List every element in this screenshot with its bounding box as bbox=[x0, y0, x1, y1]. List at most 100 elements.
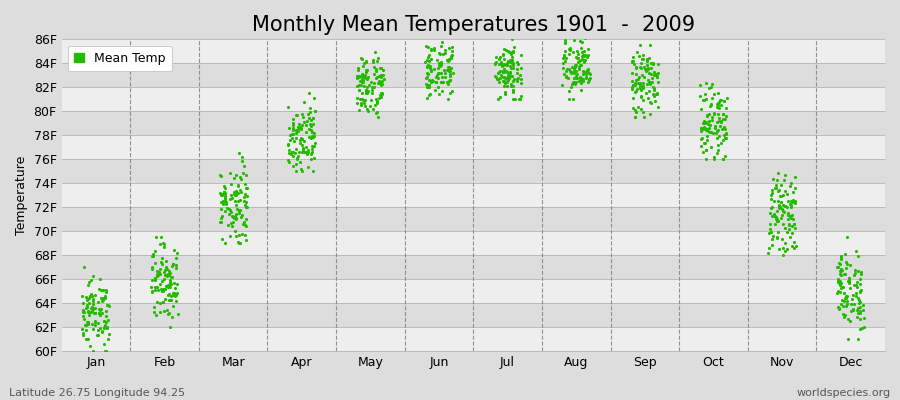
Point bbox=[627, 107, 642, 114]
Point bbox=[96, 325, 111, 331]
Point bbox=[651, 61, 665, 67]
Point bbox=[577, 48, 591, 54]
Y-axis label: Temperature: Temperature bbox=[15, 156, 28, 235]
Point bbox=[834, 254, 849, 260]
Bar bbox=[61, 135, 885, 159]
Point bbox=[569, 30, 583, 37]
Point bbox=[649, 71, 663, 78]
Point bbox=[231, 210, 246, 216]
Point bbox=[286, 116, 301, 122]
Point bbox=[634, 106, 648, 112]
Point bbox=[762, 230, 777, 236]
Point bbox=[847, 272, 861, 278]
Point bbox=[703, 144, 717, 150]
Point bbox=[442, 56, 456, 63]
Point bbox=[837, 290, 851, 297]
Point bbox=[719, 131, 733, 137]
Point bbox=[771, 205, 786, 212]
Point bbox=[563, 70, 578, 76]
Point bbox=[711, 90, 725, 96]
Point bbox=[842, 275, 856, 282]
Point bbox=[214, 206, 229, 212]
Point bbox=[293, 126, 308, 132]
Point bbox=[443, 90, 457, 96]
Point bbox=[634, 59, 649, 66]
Point bbox=[87, 305, 102, 311]
Point bbox=[639, 66, 653, 72]
Point bbox=[151, 272, 166, 278]
Point bbox=[626, 61, 641, 68]
Point bbox=[152, 281, 166, 287]
Point bbox=[855, 307, 869, 314]
Point bbox=[494, 71, 508, 78]
Point bbox=[282, 159, 296, 165]
Point bbox=[580, 45, 595, 52]
Point bbox=[79, 304, 94, 310]
Point bbox=[625, 86, 639, 92]
Point bbox=[99, 348, 113, 354]
Point bbox=[642, 55, 656, 61]
Point bbox=[149, 271, 164, 277]
Point bbox=[169, 292, 184, 298]
Point bbox=[374, 80, 388, 86]
Point bbox=[294, 110, 309, 117]
Point bbox=[234, 214, 248, 220]
Point bbox=[145, 276, 159, 283]
Point bbox=[418, 43, 433, 49]
Point bbox=[492, 94, 507, 100]
Point bbox=[352, 74, 366, 80]
Point bbox=[717, 152, 732, 159]
Point bbox=[296, 114, 310, 120]
Point bbox=[833, 280, 848, 286]
Point bbox=[221, 222, 236, 228]
Point bbox=[646, 72, 661, 78]
Point bbox=[301, 111, 315, 117]
Point bbox=[438, 70, 453, 76]
Point bbox=[76, 308, 91, 315]
Point bbox=[489, 74, 503, 80]
Point bbox=[707, 154, 722, 160]
Point bbox=[90, 332, 104, 338]
Point bbox=[158, 264, 173, 270]
Point bbox=[771, 245, 786, 252]
Point bbox=[632, 74, 646, 80]
Point bbox=[95, 287, 110, 293]
Point bbox=[557, 48, 572, 54]
Legend: Mean Temp: Mean Temp bbox=[68, 46, 172, 71]
Point bbox=[421, 70, 436, 77]
Point bbox=[711, 147, 725, 153]
Point bbox=[78, 294, 93, 301]
Point bbox=[282, 150, 296, 156]
Point bbox=[298, 149, 312, 156]
Point bbox=[86, 298, 100, 304]
Point bbox=[87, 310, 102, 316]
Point bbox=[842, 285, 857, 291]
Point bbox=[80, 297, 94, 303]
Point bbox=[288, 168, 302, 174]
Point bbox=[239, 185, 254, 192]
Point bbox=[285, 148, 300, 155]
Point bbox=[579, 75, 593, 81]
Point bbox=[718, 116, 733, 123]
Point bbox=[303, 117, 318, 123]
Point bbox=[96, 287, 111, 294]
Point bbox=[364, 97, 378, 103]
Point bbox=[576, 70, 590, 77]
Point bbox=[509, 77, 524, 84]
Point bbox=[155, 255, 169, 262]
Point bbox=[842, 280, 856, 286]
Point bbox=[710, 150, 724, 156]
Point bbox=[231, 150, 246, 156]
Point bbox=[503, 63, 517, 70]
Point bbox=[231, 208, 246, 214]
Bar bbox=[61, 327, 885, 351]
Point bbox=[161, 282, 176, 288]
Point bbox=[634, 72, 649, 78]
Point bbox=[281, 156, 295, 163]
Point bbox=[158, 258, 173, 264]
Point bbox=[227, 175, 241, 181]
Point bbox=[144, 283, 158, 290]
Point bbox=[443, 68, 457, 74]
Point bbox=[838, 265, 852, 272]
Point bbox=[716, 111, 730, 118]
